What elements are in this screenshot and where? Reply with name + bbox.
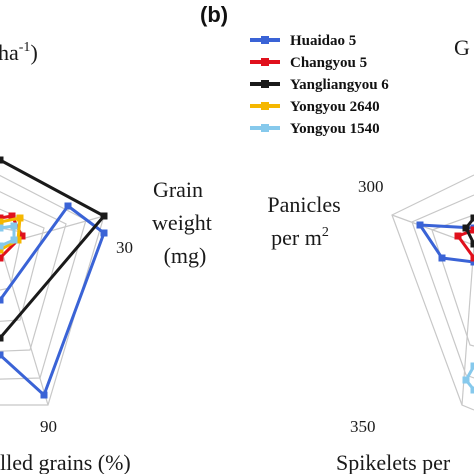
left-title-close: ) <box>30 40 37 65</box>
axis-label-spikelets: Spikelets per <box>336 450 451 474</box>
series-point-huaidao-5-panel-2-3 <box>470 258 474 266</box>
series-line-yongyou-1540-panel-1 <box>0 224 16 248</box>
series-point-yangliangyou-6-panel-2-1 <box>462 224 470 232</box>
axis-label-grain-weight-3: (mg) <box>164 243 207 268</box>
left-grid-ring-0 <box>0 227 23 291</box>
left-grid-ring-2 <box>0 191 67 352</box>
series-point-yongyou-1540-panel-1-2 <box>10 236 18 244</box>
series-point-huaidao-5-panel-1-4 <box>0 351 4 359</box>
series-point-huaidao-5-panel-2-1 <box>416 221 424 229</box>
axis-label-panicles-2: per m2 <box>271 225 329 250</box>
series-point-yangliangyou-6-panel-2-2 <box>470 240 474 248</box>
series-line-huaidao-5-panel-2 <box>418 223 474 264</box>
panel-label: (b) <box>200 2 228 27</box>
right-grid-ring-outer <box>391 174 474 411</box>
series-point-yongyou-1540-panel-2-1 <box>462 376 470 384</box>
legend-item: Changyou 5 <box>250 55 367 71</box>
series-point-yongyou-1540-panel-1-0 <box>0 224 4 232</box>
series-point-huaidao-5-panel-1-1 <box>64 202 72 210</box>
right-grid-ring-1 <box>431 214 474 347</box>
tick-spikelets-max: 350 <box>350 417 376 436</box>
left-axis-spoke-filled-grains <box>0 244 49 406</box>
right-title-fragment: G <box>454 35 470 60</box>
legend-item: Yangliangyou 6 <box>250 77 389 93</box>
series-point-yongyou-2640-panel-1-0 <box>0 218 4 226</box>
series-point-changyou-5-panel-2-2 <box>470 254 474 262</box>
legend-label: Yongyou 1540 <box>290 121 380 137</box>
series-point-changyou-5-panel-1-1 <box>8 212 16 220</box>
legend: Huaidao 5 Changyou 5 Yangliangyou 6 Yongyou… <box>250 33 389 137</box>
series-point-yangliangyou-6-panel-1-0 <box>0 156 4 164</box>
legend-label: Huaidao 5 <box>290 33 356 49</box>
series-point-changyou-5-panel-2-0 <box>470 226 474 234</box>
series-point-changyou-5-panel-2-1 <box>454 232 462 240</box>
axis-label-panicles-1: Panicles <box>267 192 340 217</box>
legend-item: Huaidao 5 <box>250 33 356 49</box>
series-point-yongyou-2640-panel-1-3 <box>0 246 4 254</box>
series-point-changyou-5-panel-1-3 <box>0 254 4 262</box>
series-point-yongyou-2640-panel-1-1 <box>16 214 24 222</box>
left-grid-ring-3 <box>0 174 87 380</box>
axis-label-panicles-2-base: per m <box>271 225 322 250</box>
tick-panicles-max: 300 <box>358 177 384 196</box>
series-line-yongyou-2640-panel-1 <box>0 216 22 252</box>
series-point-yongyou-1540-panel-1-3 <box>0 242 4 250</box>
left-title-sup: -1 <box>19 40 31 55</box>
series-point-huaidao-5-panel-1-2 <box>100 229 108 237</box>
series-point-changyou-5-panel-1-0 <box>0 214 4 222</box>
axis-label-filled-grains: lled grains (%) <box>0 450 131 474</box>
series-layer <box>0 156 474 399</box>
legend-label: Yongyou 2640 <box>290 99 380 115</box>
series-point-yongyou-2640-panel-1-2 <box>14 236 22 244</box>
series-point-huaidao-5-panel-1-0 <box>0 296 4 304</box>
legend-item: Yongyou 2640 <box>250 99 380 115</box>
series-point-changyou-5-panel-1-2 <box>18 232 26 240</box>
series-point-huaidao-5-panel-1-3 <box>40 391 48 399</box>
legend-swatch-marker <box>261 58 269 66</box>
right-grid-ring-2 <box>411 194 474 379</box>
series-point-yongyou-1540-panel-1-1 <box>10 222 18 230</box>
left-title-base: ha <box>0 40 19 65</box>
series-point-yangliangyou-6-panel-1-1 <box>100 212 108 220</box>
legend-item: Yongyou 1540 <box>250 121 380 137</box>
series-point-yangliangyou-6-panel-2-0 <box>470 214 474 222</box>
legend-swatch-marker <box>261 36 269 44</box>
legend-swatch-marker <box>261 102 269 110</box>
series-point-yangliangyou-6-panel-1-2 <box>0 334 4 342</box>
series-point-yongyou-1540-panel-2-2 <box>470 386 474 394</box>
series-line-yangliangyou-6-panel-1 <box>0 158 106 339</box>
series-point-yongyou-1540-panel-2-0 <box>470 362 474 370</box>
legend-label: Changyou 5 <box>290 55 367 71</box>
legend-label: Yangliangyou 6 <box>290 77 389 93</box>
legend-swatch-marker <box>261 124 269 132</box>
axis-label-panicles-2-sup: 2 <box>322 225 329 240</box>
axis-label-grain-weight-2: weight <box>152 210 212 235</box>
left-title-fragment: ha-1) <box>0 40 38 65</box>
series-point-huaidao-5-panel-2-2 <box>438 254 446 262</box>
left-grid-ring-1 <box>0 208 45 322</box>
legend-swatch-marker <box>261 80 269 88</box>
tick-filled-grains-max: 90 <box>40 417 57 436</box>
right-radar-grid <box>391 174 474 411</box>
axis-label-grain-weight-1: Grain <box>153 177 203 202</box>
tick-grain-weight-max: 30 <box>116 238 133 257</box>
